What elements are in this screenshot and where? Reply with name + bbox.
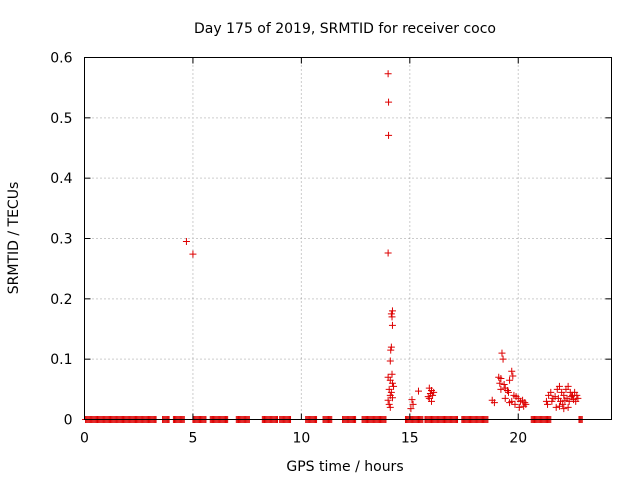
data-point [388,379,396,387]
data-point [500,381,508,389]
data-point [490,399,498,407]
y-axis-label: SRMTID / TECUs [6,182,22,295]
data-point [509,372,517,380]
data-point [189,250,197,258]
data-point [555,402,563,410]
data-points [182,70,582,413]
data-point [506,376,514,384]
chart-title: Day 175 of 2019, SRMTID for receiver coc… [194,21,496,37]
data-point [573,391,581,399]
data-point [384,396,392,404]
data-point [560,391,568,399]
plot-frame [84,57,612,420]
data-point [387,343,395,351]
x-tick-label: 0 [80,431,89,447]
data-point [551,393,559,401]
data-point [564,403,572,411]
data-point [497,385,505,393]
data-point [521,399,529,407]
x-tick-label: 10 [292,431,310,447]
data-point [384,249,392,257]
data-point [386,403,394,411]
data-point [390,382,398,390]
data-point [506,399,514,407]
data-point [501,394,509,402]
data-point [496,379,504,387]
y-tick-label: 0 [64,413,73,429]
data-point [388,370,396,378]
data-point [522,400,530,408]
data-point [565,397,573,405]
data-point [511,400,519,408]
y-tick-labels: 0 0.1 0.2 0.3 0.4 0.5 0.6 [50,51,72,429]
x-tick-labels: 0 5 10 15 20 [80,431,527,447]
y-tick-label: 0.3 [50,232,72,248]
data-point [407,405,415,413]
data-point [515,403,523,411]
data-point [508,367,516,375]
data-point [388,321,396,329]
data-point [430,388,438,396]
x-tick-label: 15 [401,431,419,447]
data-point [503,387,511,395]
data-point [384,70,392,78]
data-point [548,397,556,405]
y-tick-label: 0.6 [50,51,72,67]
data-point [427,397,435,405]
data-point [544,400,552,408]
data-point [559,400,567,408]
data-point [388,307,396,315]
x-tick-label: 5 [188,431,197,447]
data-point [429,391,437,399]
data-point [386,357,394,365]
data-point [498,349,506,357]
data-point [552,403,560,411]
data-point [388,313,396,321]
data-point [387,310,395,318]
data-point [409,400,417,408]
x-axis-label: GPS time / hours [286,459,403,475]
data-point [555,382,563,390]
y-tick-label: 0.4 [50,171,72,187]
data-point [560,405,568,413]
grid-lines [84,57,612,420]
y-tick-label: 0.5 [50,111,72,127]
y-tick-label: 0.1 [50,352,72,368]
data-point [497,374,505,382]
data-point [424,393,432,401]
data-point [387,346,395,354]
data-point [564,382,572,390]
data-point [387,388,395,396]
data-point [408,396,416,404]
data-point [388,394,396,402]
data-point [504,388,512,396]
data-point [547,388,555,396]
x-tick-label: 20 [509,431,527,447]
data-point [182,238,190,246]
data-point [385,98,393,106]
data-point [574,394,582,402]
data-point [385,400,393,408]
y-tick-label: 0.2 [50,292,72,308]
data-point [385,131,393,139]
data-point [414,387,422,395]
data-point [499,355,507,363]
axis-ticks [84,57,612,420]
